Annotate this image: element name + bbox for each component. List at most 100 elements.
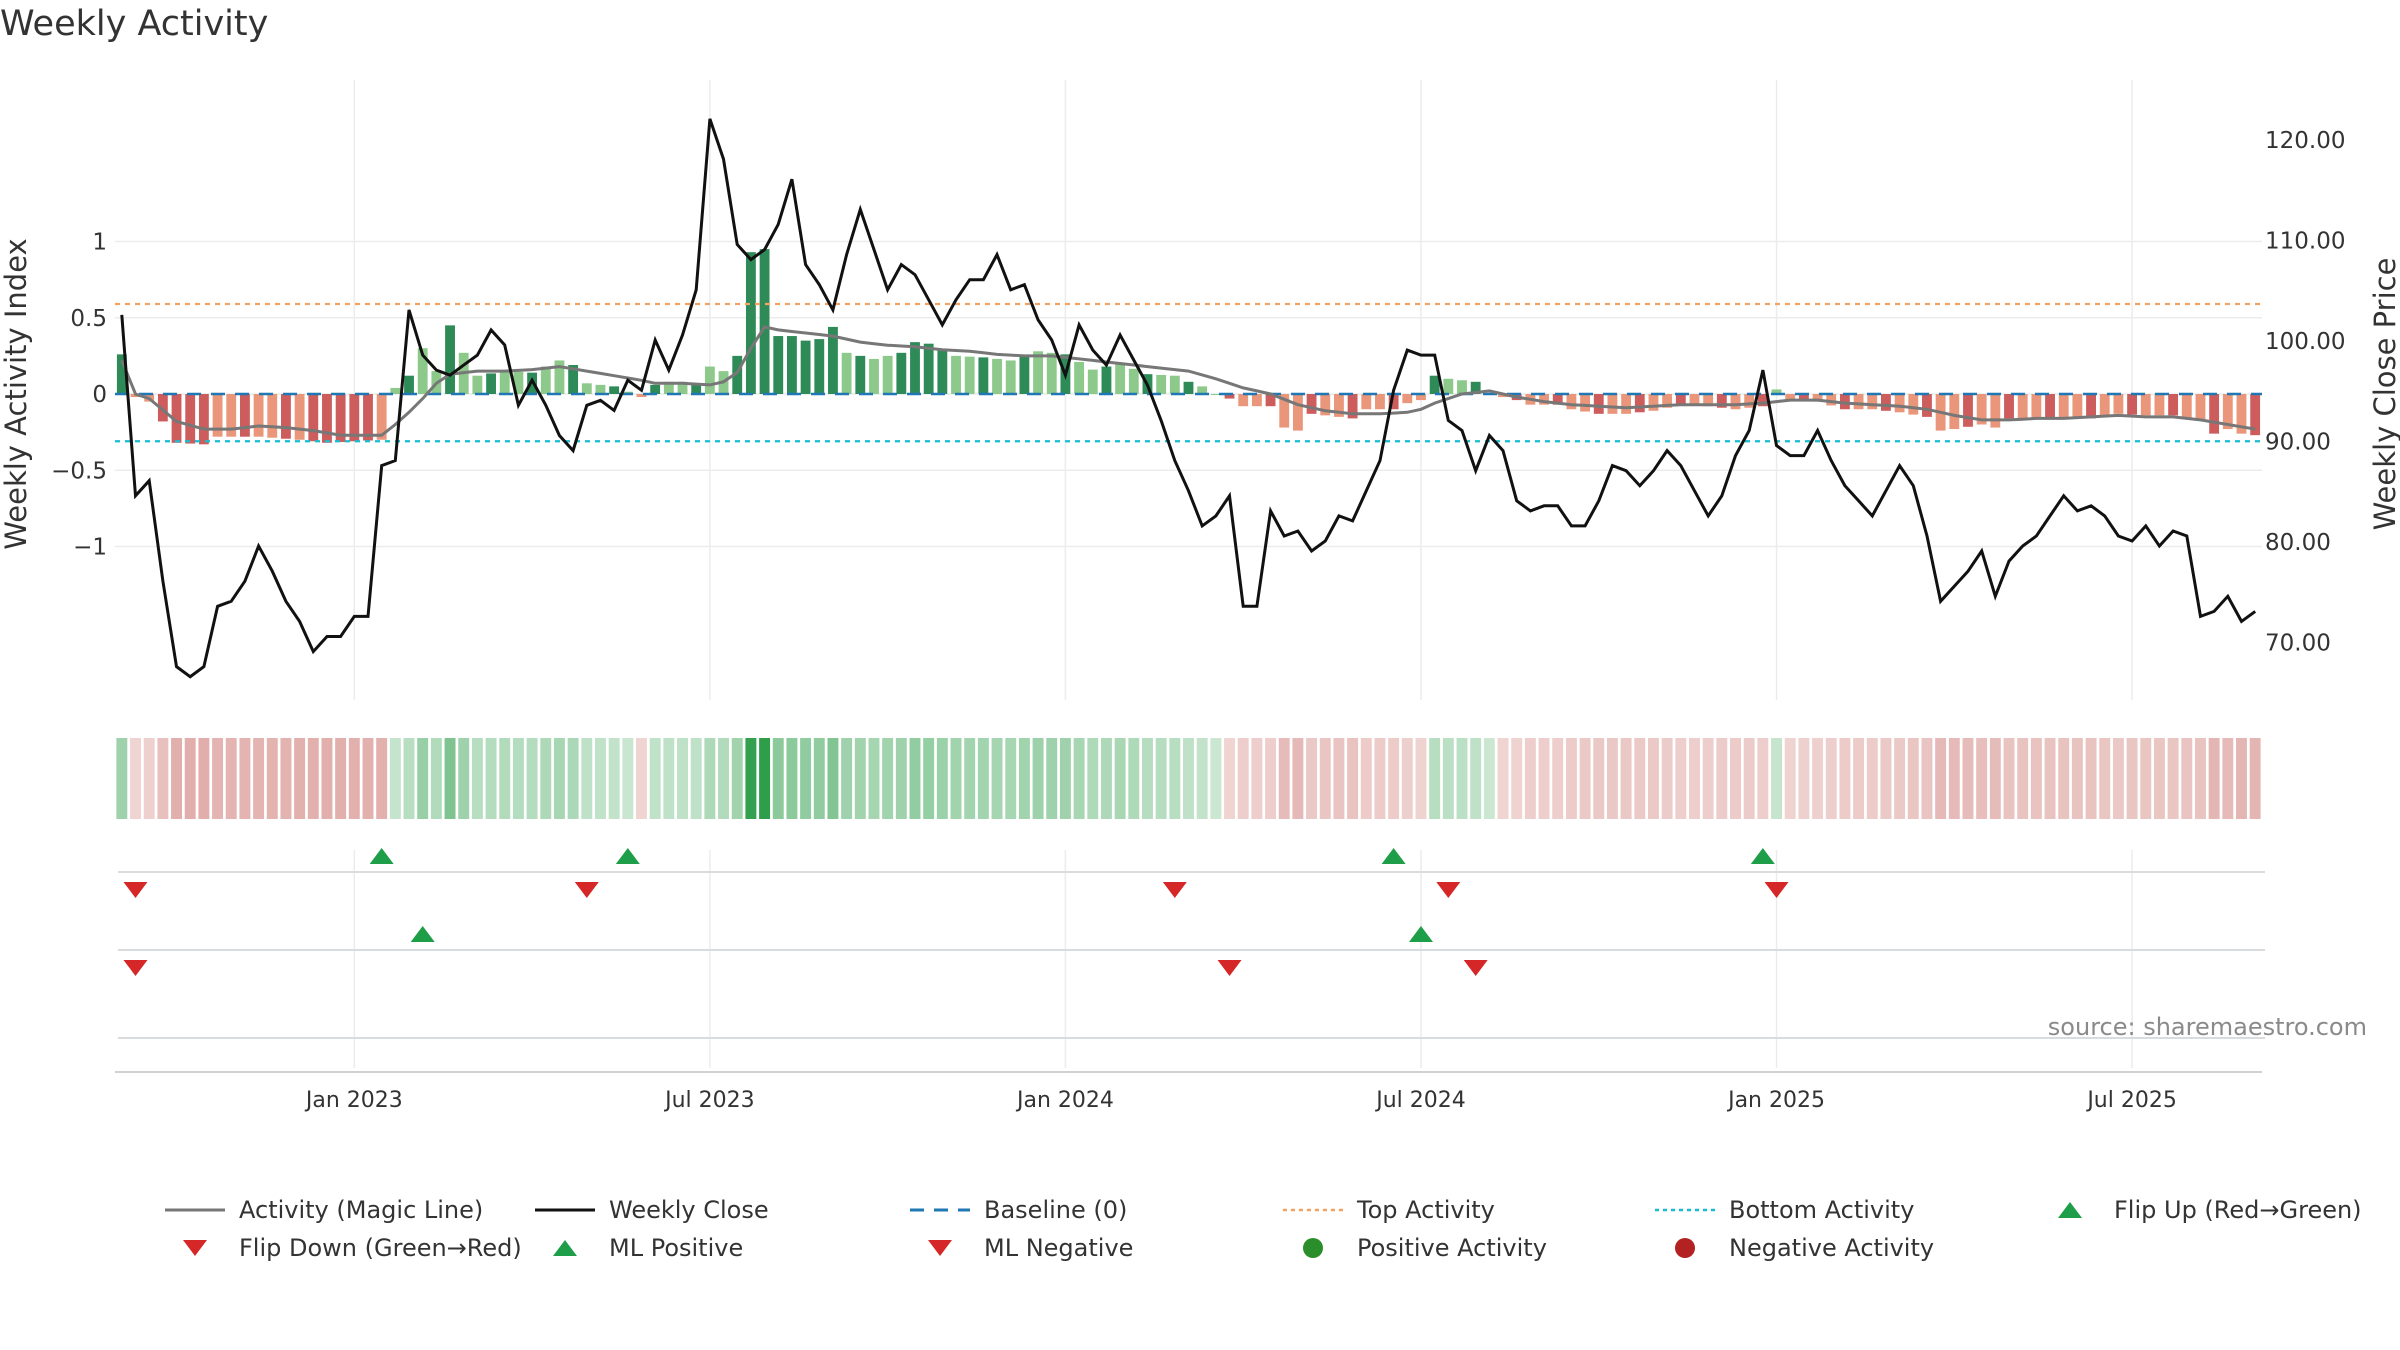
strip-cell	[2071, 738, 2083, 819]
activity-bar	[595, 384, 606, 394]
activity-bar	[2086, 394, 2096, 419]
strip-cell	[2085, 738, 2097, 819]
legend-item: Bottom Activity	[1655, 1196, 1914, 1224]
activity-bar	[198, 394, 209, 445]
activity-bar	[2181, 394, 2192, 418]
strip-cell	[1524, 738, 1536, 819]
activity-bar	[1867, 394, 1878, 410]
strip-cell	[1511, 738, 1523, 819]
activity-bar	[964, 356, 975, 394]
y-right-tick-label: 90.00	[2265, 430, 2331, 456]
strip-cell	[1278, 738, 1290, 819]
activity-bar	[1402, 394, 1413, 404]
activity-bar	[1416, 394, 1426, 401]
legend-label: ML Negative	[984, 1234, 1134, 1262]
strip-cell	[1579, 738, 1591, 819]
strip-cell	[1483, 738, 1495, 819]
legend-symbol-tri-down	[928, 1240, 952, 1256]
activity-bar	[786, 336, 797, 394]
y-right-tick-label: 100.00	[2265, 329, 2345, 355]
legend-item: Weekly Close	[535, 1196, 769, 1224]
strip-cell	[417, 738, 429, 819]
activity-bar	[239, 394, 250, 437]
y-left-tick-label: 0	[92, 382, 107, 408]
magic-line	[120, 325, 2256, 437]
activity-bar	[677, 381, 688, 394]
strip-cell	[1538, 738, 1550, 819]
activity-bar	[663, 381, 674, 394]
strip-cell	[868, 738, 880, 819]
x-tick-label: Jul 2025	[2085, 1088, 2177, 1113]
strip-cell	[1730, 738, 1741, 819]
strip-cell	[430, 738, 442, 819]
strip-cell	[2058, 738, 2070, 819]
strip-cell	[1415, 738, 1427, 819]
legend-symbol-tri-up	[553, 1240, 577, 1256]
activity-bar	[1634, 394, 1645, 413]
activity-bar	[1744, 394, 1755, 408]
strip-cell	[1907, 738, 1919, 819]
strip-cell	[1142, 738, 1153, 819]
activity-bar	[1019, 355, 1030, 394]
y-left-tick-label: 0.5	[70, 306, 107, 332]
flip-down-marker	[123, 882, 148, 898]
activity-bar	[951, 355, 961, 394]
activity-bar	[1853, 394, 1864, 410]
activity-bar	[267, 394, 278, 438]
strip-cell	[882, 738, 894, 819]
activity-bar	[2031, 394, 2042, 419]
activity-bar	[2250, 394, 2261, 436]
strip-cell	[1360, 738, 1372, 819]
activity-bar	[1087, 369, 1098, 394]
activity-bar	[869, 358, 879, 394]
activity-bar	[1320, 394, 1331, 416]
y-right-tick-label: 70.00	[2265, 631, 2331, 657]
strip-cell	[2222, 738, 2234, 819]
strip-cell	[444, 738, 456, 819]
activity-bar	[540, 366, 551, 394]
activity-bar	[1429, 375, 1440, 394]
legend-label: ML Positive	[609, 1234, 744, 1262]
legend-symbol-circle	[1303, 1238, 1323, 1258]
flip-down-marker	[574, 882, 599, 898]
y-left-tick-label: 1	[92, 230, 107, 256]
strip-cell	[663, 738, 675, 819]
strip-cell	[1771, 738, 1783, 819]
strip-cell	[1237, 738, 1249, 819]
x-tick-label: Jul 2023	[663, 1088, 755, 1113]
strip-cell	[1032, 738, 1044, 819]
activity-bar	[335, 394, 346, 443]
legend-item: ML Positive	[535, 1234, 743, 1262]
activity-bar	[2222, 394, 2233, 430]
legend-label: Activity (Magic Line)	[239, 1196, 484, 1224]
strip-cell	[1565, 738, 1577, 819]
strip-cell	[253, 738, 265, 819]
activity-bar	[1156, 374, 1167, 394]
strip-cell	[1470, 738, 1482, 819]
strip-cell	[1620, 738, 1632, 819]
activity-bar	[841, 352, 852, 394]
flip-up-marker	[410, 926, 435, 942]
activity-bar	[1949, 394, 1960, 430]
activity-bar	[923, 343, 934, 394]
strip-cell	[348, 738, 360, 819]
strip-cell	[2126, 738, 2138, 819]
activity-bar	[2154, 394, 2165, 416]
activity-bar	[171, 394, 182, 443]
strip-cell	[1265, 738, 1277, 819]
activity-bar	[2113, 394, 2124, 414]
activity-bar	[1976, 394, 1987, 425]
activity-bar	[1443, 378, 1454, 394]
strip-cell	[1073, 738, 1085, 819]
strip-cell	[307, 738, 319, 819]
activity-bar	[116, 354, 127, 394]
strip-cell	[2208, 738, 2220, 819]
strip-cell	[1018, 738, 1030, 819]
activity-bar	[308, 394, 319, 442]
strip-cell	[2099, 738, 2111, 819]
activity-bar	[1990, 394, 2001, 428]
activity-bar	[636, 394, 647, 398]
legend-item: Activity (Magic Line)	[165, 1196, 483, 1224]
strip-cell	[485, 738, 497, 819]
